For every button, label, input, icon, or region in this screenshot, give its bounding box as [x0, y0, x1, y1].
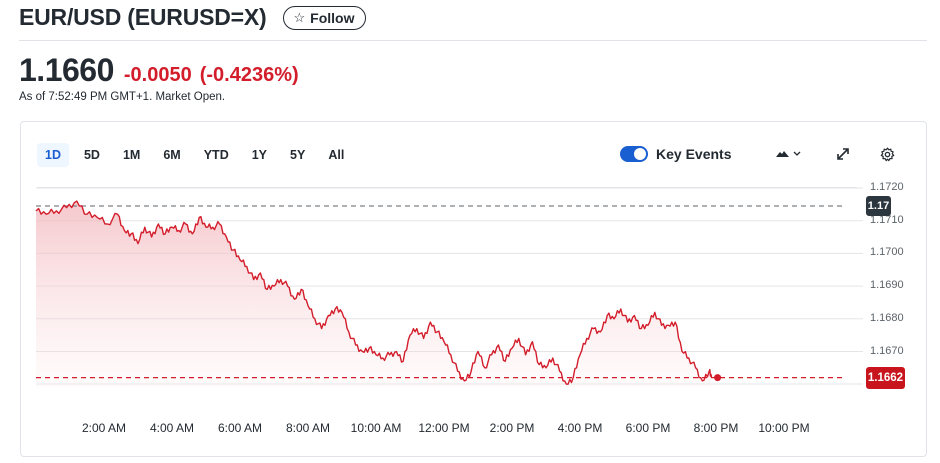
range-1d[interactable]: 1D [37, 143, 69, 167]
key-events-label: Key Events [656, 146, 732, 162]
expand-button[interactable] [833, 144, 853, 164]
x-tick-label: 2:00 PM [489, 421, 535, 435]
key-events-control: Key Events [620, 146, 731, 162]
settings-button[interactable] [877, 144, 897, 164]
mountain-chart-icon [776, 151, 801, 157]
price-area-fill [36, 201, 712, 387]
range-selector: 1D 5D 1M 6M YTD 1Y 5Y All [37, 143, 359, 167]
chart-type-button[interactable] [773, 144, 805, 164]
page-title: EUR/USD (EURUSD=X) [19, 4, 267, 30]
x-tick-label: 8:00 AM [285, 421, 331, 435]
range-1m[interactable]: 1M [122, 148, 141, 162]
follow-button[interactable]: ☆ Follow [282, 5, 366, 30]
current-price: 1.1660 [19, 52, 114, 88]
x-tick-label: 6:00 PM [625, 421, 671, 435]
x-tick-label: 10:00 PM [758, 421, 810, 435]
y-tick-label: 1.1670 [870, 344, 904, 357]
previous-close-badge: 1.17 [866, 196, 891, 216]
title-row: EUR/USD (EURUSD=X) ☆ Follow [19, 4, 366, 31]
y-tick-label: 1.1720 [870, 181, 904, 193]
current-price-badge: 1.1662 [866, 367, 905, 389]
range-5y[interactable]: 5Y [290, 148, 306, 162]
current-price-dot [714, 374, 722, 382]
x-tick-label: 12:00 PM [418, 421, 470, 435]
quote-row: 1.1660 -0.0050 (-0.4236%) [19, 52, 299, 89]
price-change: -0.0050 [123, 64, 192, 86]
x-tick-label: 2:00 AM [81, 421, 127, 435]
toggle-knob [634, 148, 646, 160]
x-tick-label: 4:00 AM [149, 421, 195, 435]
star-icon: ☆ [293, 9, 306, 25]
gear-icon [880, 147, 894, 161]
range-5d[interactable]: 5D [83, 148, 100, 162]
follow-label: Follow [310, 9, 355, 26]
x-tick-label: 6:00 AM [217, 421, 263, 435]
chart-card: 1D 5D 1M 6M YTD 1Y 5Y All Key Events [20, 121, 927, 457]
y-tick-label: 1.1710 [870, 213, 904, 226]
x-tick-label: 8:00 PM [693, 421, 739, 435]
price-chart[interactable] [21, 122, 928, 458]
y-tick-label: 1.1680 [870, 311, 904, 324]
price-line [35, 200, 713, 385]
x-tick-label: 10:00 AM [350, 421, 402, 435]
header-divider [19, 40, 927, 41]
y-tick-label: 1.1700 [870, 246, 904, 259]
market-status: As of 7:52:49 PM GMT+1. Market Open. [19, 91, 226, 103]
range-ytd[interactable]: YTD [203, 148, 229, 162]
range-1y[interactable]: 1Y [251, 148, 268, 162]
range-all[interactable]: All [328, 148, 345, 162]
range-6m[interactable]: 6M [163, 148, 181, 162]
key-events-toggle[interactable] [620, 146, 648, 162]
expand-icon [837, 148, 849, 160]
x-tick-label: 4:00 PM [557, 421, 603, 435]
price-change-percent: (-0.4236%) [199, 64, 299, 86]
y-tick-label: 1.1690 [870, 279, 904, 292]
